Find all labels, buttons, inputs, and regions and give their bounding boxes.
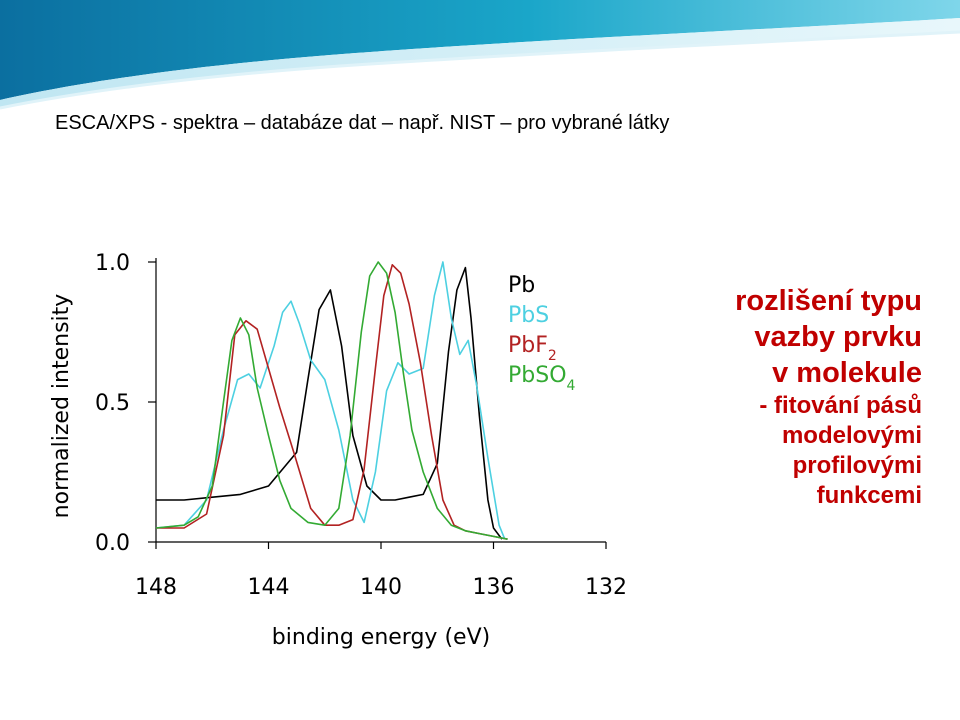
note-line: modelovými bbox=[781, 422, 922, 449]
y-tick-label: 0.0 bbox=[95, 531, 130, 556]
note-line: v molekule bbox=[772, 357, 922, 389]
header-wave-decoration bbox=[0, 0, 960, 110]
annotation-text-block: rozlišení typu vazby prvku v molekule - … bbox=[622, 283, 922, 511]
x-tick-label: 148 bbox=[135, 575, 177, 600]
legend-entry-pbso: PbSO4 bbox=[508, 363, 576, 394]
note-line: - fitování pásů bbox=[759, 392, 922, 419]
y-tick-label: 0.5 bbox=[95, 391, 130, 416]
x-tick-label: 132 bbox=[585, 575, 627, 600]
x-tick-label: 140 bbox=[360, 575, 402, 600]
y-tick-label: 1.0 bbox=[95, 251, 130, 276]
x-tick-label: 144 bbox=[248, 575, 290, 600]
series-line-pbs bbox=[155, 261, 506, 540]
xps-spectrum-chart: 0.0 0.5 1.0 148 144 140 136 132 binding energy (… bbox=[46, 246, 634, 658]
note-line: vazby prvku bbox=[754, 321, 922, 353]
legend-subscript: 2 bbox=[548, 348, 557, 364]
legend-entry-pbf: PbF2 bbox=[508, 333, 557, 364]
chart-svg: 0.0 0.5 1.0 148 144 140 136 132 binding energy (… bbox=[49, 251, 627, 650]
x-axis-label: binding energy (eV) bbox=[272, 625, 490, 650]
legend-subscript: 4 bbox=[567, 378, 576, 394]
legend-entry-pb: Pb bbox=[508, 273, 535, 298]
note-line: rozlišení typu bbox=[735, 285, 922, 317]
note-line: funkcemi bbox=[816, 482, 922, 509]
series-line-pb bbox=[156, 266, 503, 540]
slide-title: ESCA/XPS - spektra – databáze dat – např… bbox=[55, 112, 670, 134]
x-tick-label: 136 bbox=[473, 575, 515, 600]
series-line-pbso bbox=[155, 261, 508, 540]
series-line-pbf bbox=[156, 263, 508, 540]
legend-entry-pbs: PbS bbox=[508, 303, 549, 328]
note-line: profilovými bbox=[792, 452, 922, 479]
y-axis-label: normalized intensity bbox=[49, 294, 74, 519]
